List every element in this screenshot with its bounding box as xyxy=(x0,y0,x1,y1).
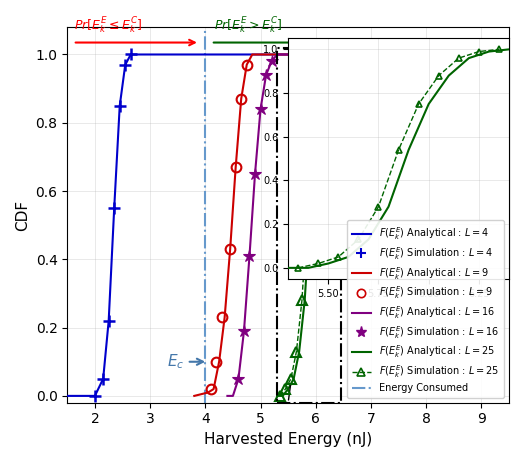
Text: $E_c$: $E_c$ xyxy=(167,353,203,371)
Text: $Pr[E_k^E \leq E_k^C]$: $Pr[E_k^E \leq E_k^C]$ xyxy=(74,15,143,36)
X-axis label: Harvested Energy (nJ): Harvested Energy (nJ) xyxy=(204,432,372,447)
Legend: $F(E_k^E)$ Analytical : $L = 4$, $F(E_k^E)$ Simulation : $L = 4$, $F(E_k^E)$ Ana: $F(E_k^E)$ Analytical : $L = 4$, $F(E_k^… xyxy=(347,220,504,398)
Y-axis label: CDF: CDF xyxy=(15,200,30,231)
Text: $Pr[E_k^E > E_k^C]$: $Pr[E_k^E > E_k^C]$ xyxy=(214,15,282,36)
